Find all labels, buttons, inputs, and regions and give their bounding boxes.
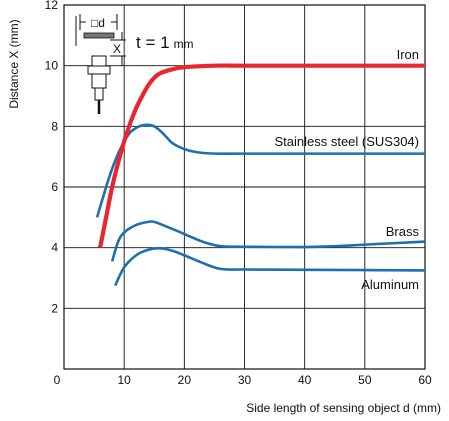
x-tick-label: 20: [178, 373, 192, 387]
proximity-sensor-icon: [87, 55, 111, 114]
y-tick-label: 2: [51, 301, 58, 315]
diagram-x-label: X: [113, 42, 121, 56]
series-line-stainless-steel: [95, 123, 425, 218]
grid: [63, 4, 426, 370]
series-line-aluminum: [113, 246, 426, 287]
x-tick-label: 30: [238, 373, 252, 387]
series-label-brass: Brass: [386, 224, 420, 239]
series-line-brass: [110, 220, 426, 262]
thickness-annotation: t = 1 mm: [136, 33, 194, 52]
series-label-iron: Iron: [397, 47, 419, 62]
y-axis-title: Distance X (mm): [7, 19, 21, 108]
series-layer: [95, 63, 426, 287]
y-tick-label: 6: [51, 180, 58, 194]
sensor-diagram: □d X: [75, 14, 126, 114]
diagram-d-label: □d: [91, 16, 105, 30]
x-tick-label: 10: [117, 373, 131, 387]
x-tick-label: 50: [358, 373, 372, 387]
x-tick-label: 40: [298, 373, 312, 387]
x-tick-label: 60: [418, 373, 432, 387]
plot-frame: [63, 4, 426, 370]
y-tick-label: 12: [45, 0, 59, 12]
annotation: t = 1 mm □d X: [75, 14, 194, 114]
series-label-stainless-steel: Stainless steel (SUS304): [274, 134, 419, 149]
y-tick-label: 8: [51, 119, 58, 133]
series-labels: Iron Stainless steel (SUS304) Brass Aluminu…: [274, 47, 419, 292]
x-tick-label: 0: [54, 373, 61, 387]
x-axis-title: Side length of sensing object d (mm): [246, 401, 441, 415]
series-label-aluminum: Aluminum: [361, 277, 419, 292]
tick-labels: 0 10 20 30 40 50 60 2 4 6 8 10 12: [45, 0, 432, 387]
y-tick-label: 4: [51, 241, 58, 255]
series-line-iron: [98, 63, 425, 249]
y-tick-label: 10: [45, 59, 59, 73]
target-plate-icon: [83, 32, 115, 39]
